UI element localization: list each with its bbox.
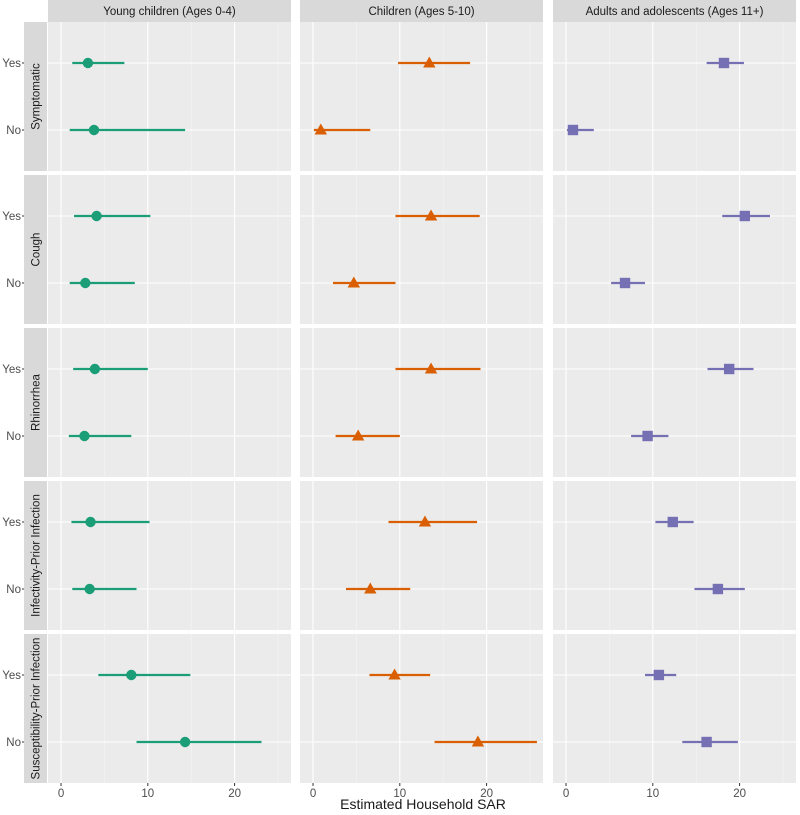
panel-background — [553, 328, 796, 477]
row-strip — [24, 328, 47, 477]
x-axis-title: Estimated Household SAR — [340, 796, 506, 812]
row-strip-label: Cough — [31, 233, 43, 267]
point-estimate — [619, 277, 631, 289]
panel-background — [553, 22, 796, 171]
panel — [553, 481, 796, 630]
panel-background — [300, 328, 543, 477]
x-tick-label: 0 — [58, 788, 64, 800]
panel-background — [48, 22, 291, 171]
panel-background — [300, 481, 543, 630]
panel-background — [300, 22, 543, 171]
row-strip-label: Infectivity-Prior Infection — [31, 494, 43, 617]
y-tick-label: No — [6, 584, 21, 596]
row-strip — [24, 481, 47, 630]
row-strip — [24, 175, 47, 324]
panel — [553, 328, 796, 477]
point-estimate — [91, 210, 102, 222]
panel-background — [48, 328, 291, 477]
panel — [553, 175, 796, 324]
panel — [300, 481, 543, 630]
point-estimate — [88, 124, 100, 136]
panel-background — [553, 634, 796, 783]
point-estimate — [347, 276, 361, 288]
point-estimate — [712, 583, 724, 595]
x-tick-label: 20 — [733, 788, 746, 800]
y-tick-label: Yes — [2, 364, 21, 376]
point-estimate — [418, 515, 432, 527]
column-strip-label: Children (Ages 5-10) — [368, 6, 474, 18]
point-estimate — [388, 668, 401, 680]
row-strip — [24, 22, 47, 171]
panel — [300, 328, 543, 477]
y-tick-label: No — [6, 431, 21, 443]
point-estimate — [89, 363, 101, 375]
point-estimate — [351, 429, 365, 441]
panel — [300, 22, 543, 171]
point-estimate — [79, 430, 90, 442]
y-tick-label: Yes — [2, 58, 21, 70]
y-tick-label: Yes — [2, 211, 21, 223]
point-estimate — [82, 57, 94, 69]
y-tick-label: Yes — [2, 670, 21, 682]
x-tick-label: 10 — [646, 788, 659, 800]
point-estimate — [126, 669, 137, 681]
panel-background — [553, 481, 796, 630]
x-tick-label: 10 — [393, 788, 406, 800]
point-estimate — [701, 736, 712, 748]
x-tick-label: 0 — [563, 788, 569, 800]
panel — [48, 634, 291, 783]
panel-background — [48, 634, 291, 783]
y-tick-label: No — [6, 125, 21, 137]
point-estimate — [667, 516, 678, 528]
panel — [48, 481, 291, 630]
column-strip — [553, 0, 796, 22]
point-estimate — [179, 736, 191, 748]
row-strip-label: Susceptibility-Prior Infection — [31, 638, 43, 780]
x-tick-label: 0 — [310, 788, 316, 800]
column-strip — [300, 0, 543, 22]
row-strip-label: Rhinorrhea — [31, 373, 43, 430]
point-estimate — [84, 583, 95, 595]
panel — [553, 22, 796, 171]
panel-background — [48, 175, 291, 324]
panel-background — [300, 175, 543, 324]
x-tick-label: 20 — [480, 788, 493, 800]
y-tick-label: No — [6, 737, 21, 749]
panel — [300, 175, 543, 324]
panel — [553, 634, 796, 783]
panel-background — [300, 634, 543, 783]
y-tick-label: Yes — [2, 517, 21, 529]
panel — [48, 175, 291, 324]
panel — [48, 22, 291, 171]
point-estimate — [471, 735, 485, 747]
row-strip-label: Symptomatic — [31, 63, 43, 130]
panel-background — [553, 175, 796, 324]
column-strip — [48, 0, 291, 22]
point-estimate — [424, 209, 438, 221]
point-estimate — [642, 430, 653, 442]
panel — [300, 634, 543, 783]
x-tick-label: 10 — [141, 788, 154, 800]
point-estimate — [85, 516, 96, 528]
panel — [48, 328, 291, 477]
point-estimate — [423, 56, 436, 68]
point-estimate — [424, 362, 438, 374]
point-estimate — [718, 57, 730, 69]
point-estimate — [723, 363, 735, 375]
point-estimate — [653, 669, 665, 681]
column-strip-label: Adults and adolescents (Ages 11+) — [586, 6, 764, 18]
row-strip — [24, 634, 47, 783]
panel-background — [48, 481, 291, 630]
point-estimate — [567, 124, 579, 136]
point-estimate — [364, 582, 377, 594]
point-estimate — [739, 210, 750, 222]
point-estimate — [314, 123, 328, 135]
point-estimate — [80, 277, 91, 289]
column-strip-label: Young children (Ages 0-4) — [103, 6, 236, 18]
y-tick-label: No — [6, 278, 21, 290]
x-tick-label: 20 — [228, 788, 241, 800]
